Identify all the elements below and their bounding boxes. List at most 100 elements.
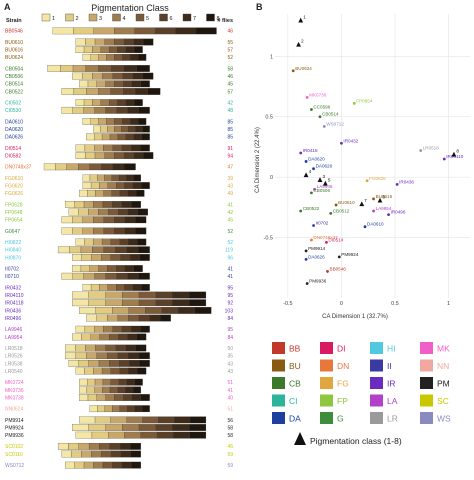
fly-count: 85 — [227, 135, 233, 141]
class-key-label: 1 — [52, 16, 55, 22]
pigment-bar-segment — [94, 272, 106, 280]
legend-label: G — [337, 414, 344, 424]
pigment-bar-segment — [64, 201, 75, 208]
point-label: CB0522 — [303, 206, 320, 211]
pigment-bar-segment — [122, 72, 134, 80]
fly-count: 58 — [227, 425, 233, 431]
data-point — [291, 69, 295, 73]
fly-count: 52 — [227, 55, 233, 61]
pigment-bar-segment — [104, 174, 112, 182]
pigment-bar-segment — [61, 272, 73, 280]
strain-label: NN0624 — [5, 407, 24, 413]
pigment-bar-segment — [82, 227, 94, 235]
pigment-bar-segment — [90, 118, 99, 125]
pigment-bar-segment — [92, 46, 101, 54]
point-label: PM9914 — [308, 246, 326, 251]
legend-label: BU — [289, 361, 301, 371]
pigment-bar-segment — [88, 208, 99, 216]
pigment-bar-segment — [130, 254, 141, 261]
pigment-bar-segment — [117, 99, 126, 106]
pigment-bar-segment — [75, 367, 85, 375]
strain-label: DI0582 — [5, 154, 21, 160]
pigment-bar-segment — [102, 72, 113, 80]
pigment-bar-segment — [140, 325, 150, 333]
data-point — [340, 141, 343, 145]
pigment-bar-segment — [101, 367, 112, 375]
class-key-swatch — [135, 13, 145, 22]
pigment-bar-segment — [133, 174, 141, 182]
data-point — [304, 249, 308, 253]
strain-label: BU0624 — [5, 55, 23, 61]
fly-count: 56 — [227, 418, 233, 424]
pigment-bar-segment — [107, 265, 117, 272]
strain-label: CI0502 — [5, 101, 21, 107]
group-legend: BB DI HI MK BU DN II NN CB FG IR PM CI FP LA SC DA G LR WS — [272, 342, 451, 445]
pigment-bar-segment — [108, 431, 125, 439]
legend-label: MK — [437, 344, 450, 354]
pigment-bar-segment — [138, 299, 156, 307]
pigment-bar-segment — [105, 272, 117, 280]
fly-count: 41 — [227, 266, 233, 272]
pigment-bar-segment — [116, 265, 126, 272]
data-point — [334, 203, 338, 207]
point-label: II0702 — [316, 220, 329, 225]
pigment-bar-segment — [160, 314, 171, 322]
point-label: CB0514 — [322, 112, 339, 117]
pigment-bar-segment — [125, 344, 137, 352]
pigment-bar-segment — [47, 65, 61, 72]
pigment-bar-segment — [79, 386, 88, 394]
pigment-bar-segment — [95, 189, 104, 197]
strain-label: II0710 — [5, 274, 19, 280]
pigment-bar-segment — [110, 450, 122, 458]
pigment-bar-segment — [90, 284, 100, 291]
class-triangle-marker — [296, 41, 301, 47]
legend-swatch — [420, 342, 433, 354]
class-triangle-marker — [451, 151, 457, 157]
class-marker-label: 2 — [301, 39, 304, 44]
pigment-bar-segment — [128, 367, 138, 375]
pigment-bar-segment — [89, 265, 99, 272]
pigment-bar-segment — [94, 38, 105, 46]
fly-count: 55 — [227, 40, 233, 46]
pigment-bar-segment — [131, 201, 141, 208]
pigment-bar-segment — [122, 291, 140, 299]
pigment-bar-segment — [189, 416, 207, 424]
pigment-bar-segment — [88, 299, 106, 307]
pigment-bar-segment — [93, 461, 104, 469]
legend-swatch — [320, 412, 333, 424]
pigment-bar-segment — [155, 291, 173, 299]
pigment-bar-segment — [78, 208, 89, 216]
pigment-bar-segment — [127, 405, 135, 413]
pigment-bar-segment — [43, 163, 56, 171]
strain-label: LR0526 — [5, 354, 23, 360]
pigment-bar-segment — [112, 72, 123, 80]
pigment-bar-segment — [114, 27, 135, 35]
pigment-bar-segment — [112, 307, 129, 314]
pigment-bar-segment — [143, 38, 154, 46]
pigment-bar-segment — [103, 246, 116, 254]
pigment-bar-segment — [137, 208, 148, 216]
pigment-bar-segment — [194, 307, 212, 314]
pigment-bar-segment — [175, 27, 197, 35]
strain-label: FG0610 — [5, 176, 23, 182]
pigment-bar-segment — [82, 53, 91, 61]
pigment-bar-segment — [88, 360, 100, 367]
pigment-bar-segment — [130, 442, 141, 450]
point-label: IR0432 — [343, 138, 358, 143]
pigment-bar-segment — [90, 182, 100, 189]
fly-count: 95 — [227, 285, 233, 291]
fly-count: 51 — [227, 407, 233, 413]
pigment-bar-segment — [105, 291, 123, 299]
pigment-bar-segment — [138, 424, 156, 431]
point-label: FP0654 — [356, 98, 373, 103]
fly-count: 119 — [225, 248, 233, 254]
pigment-bar-segment — [104, 152, 115, 159]
pigment-bar-segment — [134, 378, 143, 386]
pigment-bar-segment — [108, 208, 119, 216]
class-key-label: 8 — [217, 16, 220, 22]
pigment-bar-segment — [127, 272, 139, 280]
strain-label: HI0840 — [5, 248, 21, 254]
pigment-bar-segment — [142, 125, 150, 133]
pigment-bar-segment — [88, 424, 106, 431]
pigment-bar-segment — [123, 38, 134, 46]
